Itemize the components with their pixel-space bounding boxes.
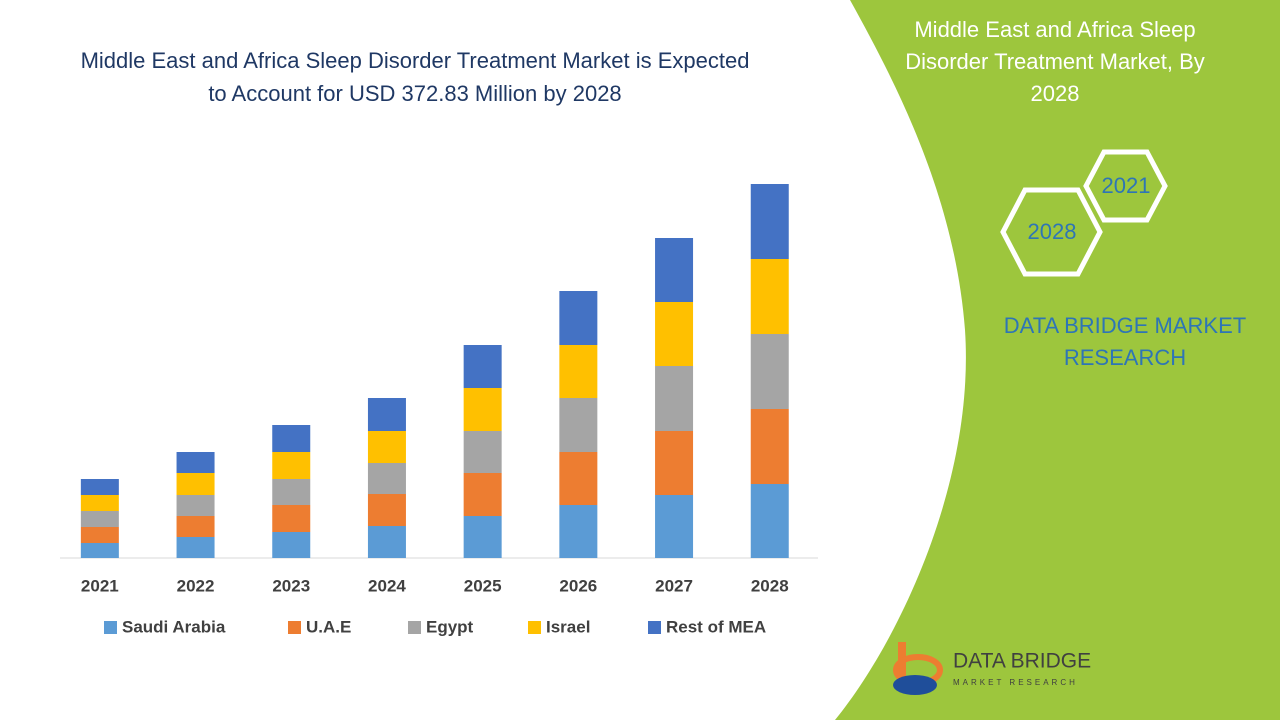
x-tick-label: 2022 (177, 576, 215, 595)
x-tick-label: 2027 (655, 576, 693, 595)
x-tick-label: 2026 (559, 576, 597, 595)
bar-segment (80, 511, 119, 527)
bar-segment (367, 494, 406, 526)
x-tick-label: 2025 (464, 576, 502, 595)
legend-swatch (408, 621, 421, 634)
legend-swatch (528, 621, 541, 634)
bar-segment (655, 495, 694, 558)
bar-segment (559, 345, 598, 398)
bar-segment (176, 516, 215, 537)
logo: DATA BRIDGE MARKET RESEARCH (893, 642, 1091, 695)
bar-segment (559, 452, 598, 505)
bar-segment (176, 537, 215, 558)
bar-segment (750, 484, 789, 558)
bar-segment (80, 495, 119, 511)
legend-label: U.A.E (306, 617, 351, 636)
bar-segment (367, 526, 406, 558)
bar-segment (463, 431, 502, 473)
legend-swatch (648, 621, 661, 634)
side-panel (835, 0, 1280, 720)
bar-segment (559, 291, 598, 345)
bar-segment (80, 527, 119, 543)
logo-tagline: MARKET RESEARCH (953, 678, 1078, 687)
legend-label: Egypt (426, 617, 474, 636)
bar-segment (559, 505, 598, 558)
bar-segment (272, 479, 311, 505)
bar-segment (463, 473, 502, 516)
bar-segment (272, 425, 311, 452)
bar-segment (80, 479, 119, 495)
legend-swatch (288, 621, 301, 634)
hexagon (1000, 187, 1103, 277)
hexagon (1083, 149, 1168, 223)
bar-segment (80, 543, 119, 558)
bar-segment (272, 532, 311, 558)
bar-segment (655, 431, 694, 495)
logo-shape (893, 675, 937, 695)
legend-label: Rest of MEA (666, 617, 766, 636)
bar-segment (272, 452, 311, 479)
bar-segment (463, 388, 502, 431)
hex-label: 2028 (1028, 219, 1077, 244)
bar-segment (750, 259, 789, 334)
bar-segment (655, 238, 694, 302)
bar-segment (176, 473, 215, 495)
bar-segment (367, 463, 406, 494)
bar-segment (272, 505, 311, 532)
bar-segment (559, 398, 598, 452)
brand-text: DATA BRIDGE MARKET RESEARCH (1003, 313, 1247, 370)
bar-segment (463, 345, 502, 388)
bar-segment (463, 516, 502, 558)
legend-label: Saudi Arabia (122, 617, 226, 636)
legend-swatch (104, 621, 117, 634)
x-tick-label: 2021 (81, 576, 119, 595)
chart-title: Middle East and Africa Sleep Disorder Tr… (80, 48, 750, 106)
bar-segment (176, 452, 215, 473)
x-tick-label: 2028 (751, 576, 789, 595)
x-tick-label: 2024 (368, 576, 406, 595)
x-tick-label: 2023 (272, 576, 310, 595)
panel-title: Middle East and Africa Sleep Disorder Tr… (905, 17, 1205, 106)
hex-label: 2021 (1102, 173, 1151, 198)
bar-segment (367, 398, 406, 431)
bar-segment (750, 409, 789, 484)
legend-label: Israel (546, 617, 590, 636)
bar-segment (750, 334, 789, 409)
bar-segment (655, 302, 694, 366)
bar-segment (176, 495, 215, 516)
bar-segment (367, 431, 406, 463)
logo-name: DATA BRIDGE (953, 650, 1091, 673)
bar-segment (655, 366, 694, 431)
bar-segment (750, 184, 789, 259)
